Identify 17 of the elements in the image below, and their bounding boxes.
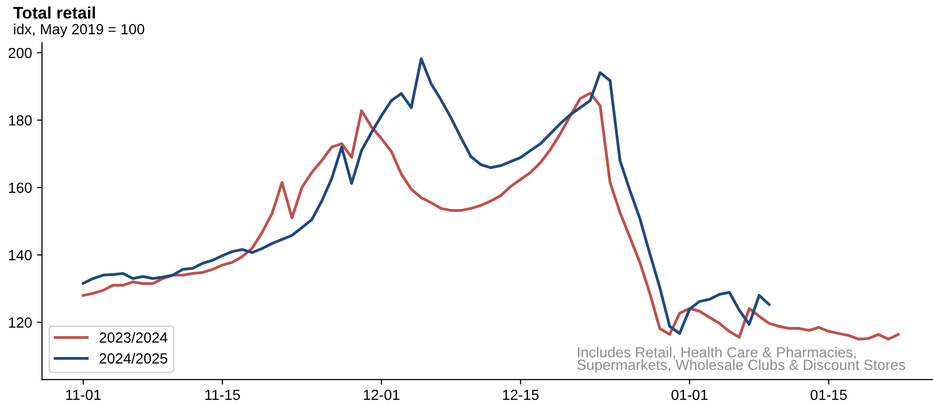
x-tick-label: 11-01: [66, 390, 101, 400]
y-tick-label: 140: [9, 250, 32, 260]
y-tick-label: 200: [8, 48, 32, 58]
x-tick-label: 11-15: [205, 390, 240, 400]
y-tick-label: 180: [9, 115, 32, 126]
chart-subtitle: idx, May 2019 = 100: [14, 24, 144, 38]
chart-title: Total retail: [13, 6, 95, 19]
line-series: [82, 92, 900, 341]
y-tick-label: 120: [9, 317, 32, 328]
y-tick-label: 160: [9, 182, 32, 193]
x-tick-label: 01-01: [671, 390, 708, 400]
x-tick-label: 12-15: [503, 390, 539, 400]
annotation: Includes Retail, Health Care & Pharmacies, Supermarkets, Wholesale Clubs & Discount Stores: [577, 346, 906, 373]
legend-label: 2024/2025: [100, 352, 168, 364]
legend-label: 2023/2024: [100, 332, 168, 343]
x-tick-label: 01-15: [810, 390, 847, 400]
x-tick-label: 12-01: [364, 390, 400, 400]
